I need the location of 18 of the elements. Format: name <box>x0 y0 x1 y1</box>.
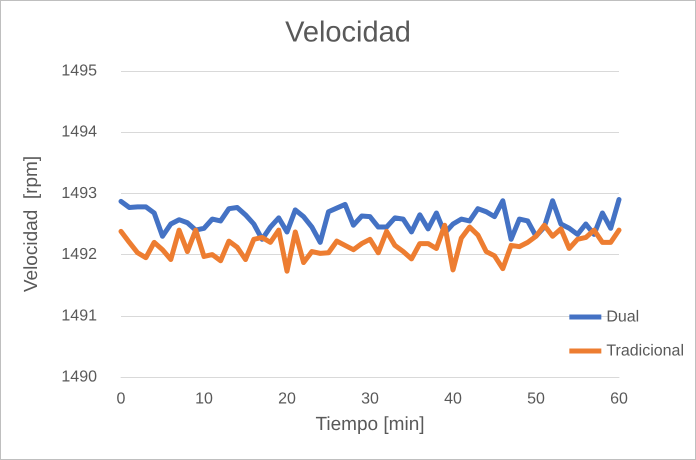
x-tick-label: 30 <box>361 390 379 408</box>
y-tick-label: 1492 <box>61 246 98 264</box>
x-tick-label: 50 <box>527 390 545 408</box>
x-tick-label: 10 <box>195 390 213 408</box>
x-tick-label: 0 <box>116 390 126 408</box>
x-tick-label: 20 <box>278 390 296 408</box>
y-tick-label: 1490 <box>61 368 98 386</box>
y-tick-label: 1491 <box>61 307 98 324</box>
chart-title: Velocidad <box>285 16 411 48</box>
y-tick-label: 1493 <box>61 184 98 202</box>
y-axis-title: Velocidad [rpm] <box>21 156 42 292</box>
x-tick-label: 60 <box>610 390 628 408</box>
y-tick-label: 1495 <box>61 62 98 80</box>
x-axis-title: Tiempo [min] <box>315 414 425 435</box>
x-tick-label: 40 <box>444 390 462 408</box>
y-tick-label: 1494 <box>61 124 98 141</box>
legend-label: Tradicional <box>606 342 684 360</box>
legend-label: Dual <box>606 308 640 326</box>
